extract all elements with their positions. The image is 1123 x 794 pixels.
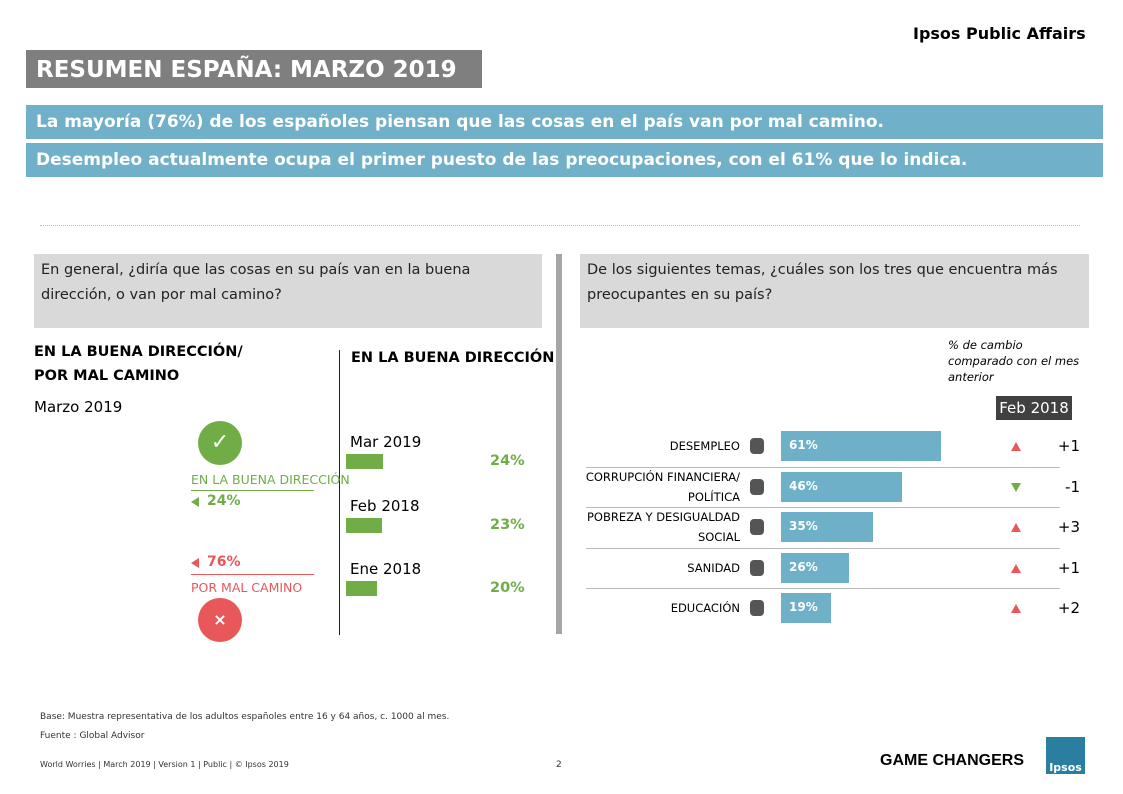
change-label: +3 [1057, 518, 1080, 536]
value-label: 24% [207, 493, 241, 509]
row-line [586, 466, 1060, 468]
question: De los siguientes temas, ¿cuáles son los… [580, 254, 1089, 328]
value-label: 24% [490, 453, 525, 469]
category-label: DESEMPLEO [669, 439, 740, 453]
base: Base: Muestra representativa de los adul… [40, 712, 450, 722]
category-label: EDUCACIÓN [670, 601, 740, 615]
value-label: 46% [789, 478, 818, 493]
change-marker [1011, 604, 1021, 613]
bar [346, 517, 382, 533]
chart-subtitle: Marzo 2019 [34, 398, 123, 416]
bar [781, 593, 831, 623]
category-label: POBREZA Y DESIGUALDAD SOCIAL [586, 510, 740, 544]
change-marker [1011, 482, 1021, 492]
icon [750, 478, 764, 495]
value-label: 35% [789, 519, 818, 533]
chart-title: EN LA BUENA DIRECCIÓN [351, 350, 555, 366]
icon-check: ✓ [198, 421, 242, 465]
category-label: CORRUPCIÓN FINANCIERA/ POLÍTICA [585, 469, 740, 504]
marker [191, 558, 199, 568]
axis-line [339, 350, 340, 635]
bar [781, 552, 850, 583]
icon [750, 559, 764, 576]
page-number: 2 [556, 760, 562, 770]
change-label: -1 [1065, 477, 1080, 496]
chart-title: POR MAL CAMINO [34, 368, 180, 384]
chart-title: EN LA BUENA DIRECCIÓN/ [34, 344, 243, 360]
category-label: Feb 2018 [350, 496, 420, 515]
logo: Ipsos [1046, 737, 1085, 774]
divider [40, 225, 1080, 226]
tagline: GAME CHANGERS [880, 752, 1025, 769]
category-label: POR MAL CAMINO [191, 580, 303, 595]
brand: Ipsos Public Affairs [913, 24, 1086, 43]
row-line [586, 588, 1060, 589]
change-marker [1011, 442, 1021, 451]
icon [750, 438, 764, 454]
underline [191, 490, 314, 491]
change-header: Feb 2018 [996, 396, 1072, 420]
bar [781, 471, 902, 502]
marker [191, 497, 199, 507]
bar [781, 512, 873, 542]
title: RESUMEN ESPAÑA: MARZO 2019 [26, 50, 482, 88]
category-label: Ene 2018 [350, 560, 422, 578]
question: En general, ¿diría que las cosas en su p… [34, 254, 542, 328]
value-label: 19% [789, 600, 818, 614]
category-label: SANIDAD [687, 560, 740, 575]
separator [556, 254, 562, 634]
value-label: 26% [789, 559, 818, 574]
source: Fuente : Global Advisor [40, 731, 145, 741]
category-label: Mar 2019 [350, 433, 422, 451]
underline [191, 574, 314, 575]
note: % de cambio comparado con el mes anterio… [948, 338, 1080, 384]
bar [346, 454, 384, 469]
change-label: +1 [1057, 558, 1080, 577]
value-label: 23% [490, 516, 525, 533]
highlight: Desempleo actualmente ocupa el primer pu… [26, 143, 1103, 177]
change-label: +2 [1057, 599, 1080, 617]
change-label: +1 [1057, 437, 1080, 455]
bar [781, 431, 941, 461]
change-marker [1011, 563, 1021, 573]
value-label: 76% [207, 554, 241, 570]
icon-cross: × [198, 598, 242, 642]
row-line [586, 507, 1060, 508]
highlight: La mayoría (76%) de los españoles piensa… [26, 105, 1103, 139]
value-label: 20% [490, 580, 525, 596]
change-marker [1011, 523, 1021, 532]
bar [346, 581, 377, 596]
icon [750, 519, 764, 535]
value-label: 61% [789, 438, 818, 452]
footnote: World Worries | March 2019 | Version 1 |… [40, 760, 289, 769]
category-label: EN LA BUENA DIRECCIÓN [191, 472, 350, 487]
icon [750, 600, 764, 616]
row-line [586, 547, 1060, 549]
